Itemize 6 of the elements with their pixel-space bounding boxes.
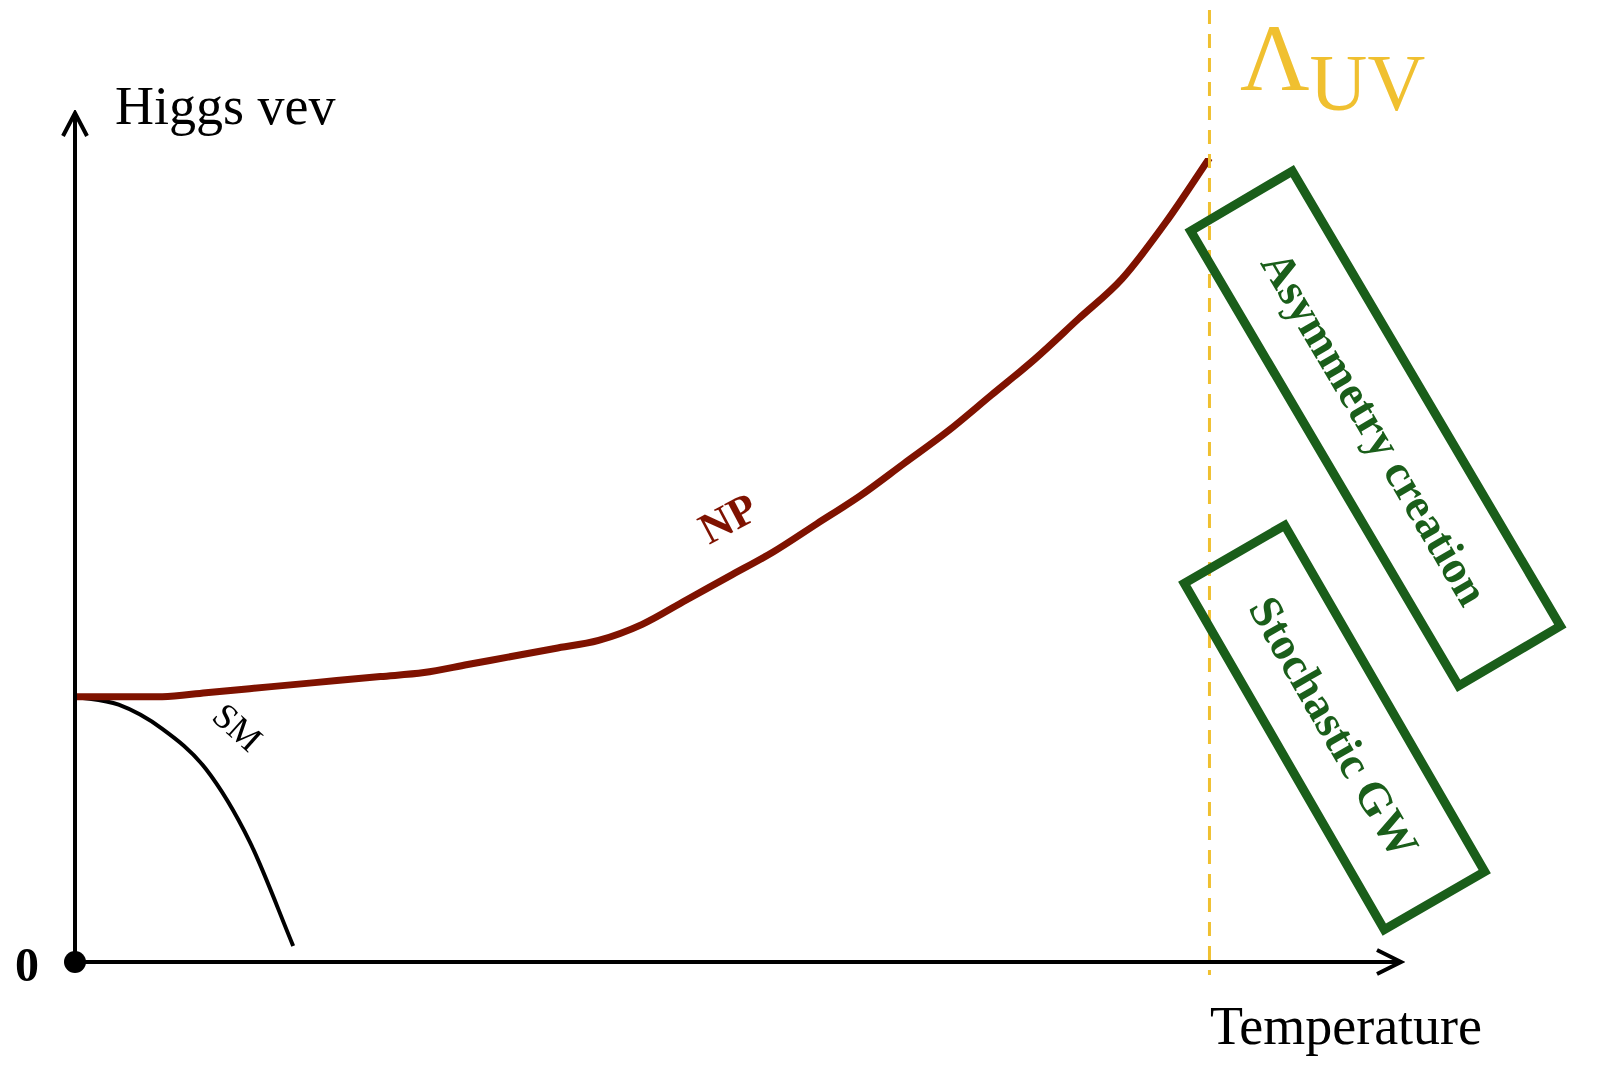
x-axis-title: Temperature bbox=[1210, 995, 1483, 1057]
text: 0 bbox=[15, 937, 39, 992]
y-axis-title: Higgs vev bbox=[115, 75, 336, 137]
text: NP bbox=[690, 482, 766, 554]
text: Λ$_{UV}$ bbox=[1240, 4, 1426, 128]
text: SM bbox=[204, 694, 271, 760]
